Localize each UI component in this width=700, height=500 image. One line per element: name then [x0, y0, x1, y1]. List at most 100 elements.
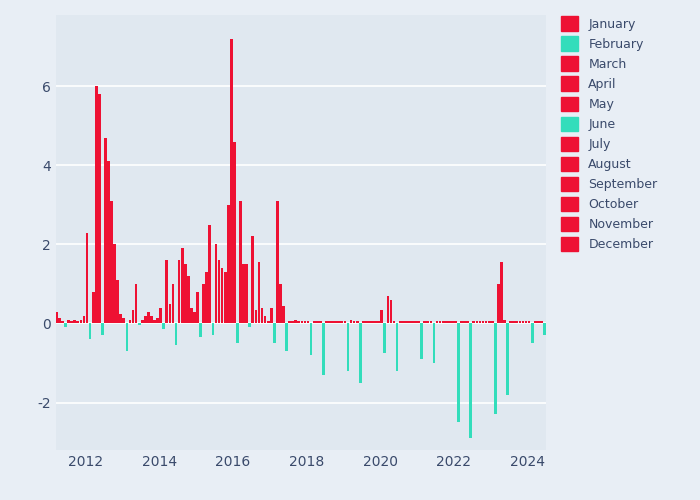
Bar — [494, 324, 497, 414]
Bar — [211, 324, 214, 336]
Bar — [267, 322, 270, 324]
Bar — [374, 322, 377, 324]
Bar — [435, 322, 438, 324]
Bar — [181, 248, 183, 324]
Bar — [98, 94, 101, 324]
Bar — [310, 324, 312, 355]
Bar — [144, 316, 147, 324]
Bar — [386, 296, 389, 324]
Bar — [371, 322, 374, 324]
Bar — [430, 322, 432, 324]
Bar — [178, 260, 181, 324]
Bar — [129, 320, 132, 324]
Bar — [335, 322, 337, 324]
Bar — [169, 304, 172, 324]
Bar — [445, 322, 447, 324]
Bar — [439, 322, 442, 324]
Bar — [463, 322, 466, 324]
Bar — [196, 292, 199, 324]
Bar — [408, 322, 411, 324]
Bar — [537, 322, 540, 324]
Bar — [218, 260, 220, 324]
Bar — [316, 322, 318, 324]
Bar — [482, 322, 484, 324]
Bar — [417, 322, 420, 324]
Bar — [337, 322, 340, 324]
Bar — [470, 324, 472, 438]
Bar — [503, 320, 506, 324]
Bar — [512, 322, 515, 324]
Bar — [52, 324, 55, 343]
Bar — [141, 320, 144, 324]
Bar — [220, 268, 223, 324]
Bar — [300, 322, 303, 324]
Bar — [353, 322, 356, 324]
Bar — [426, 322, 429, 324]
Bar — [202, 284, 205, 324]
Bar — [475, 322, 478, 324]
Bar — [113, 244, 116, 324]
Bar — [101, 324, 104, 336]
Bar — [457, 324, 460, 422]
Bar — [160, 308, 162, 324]
Bar — [313, 322, 316, 324]
Bar — [258, 262, 260, 324]
Bar — [76, 322, 79, 324]
Bar — [122, 318, 125, 324]
Bar — [298, 322, 300, 324]
Bar — [380, 310, 383, 324]
Bar — [199, 324, 202, 338]
Bar — [104, 138, 107, 324]
Bar — [500, 262, 503, 324]
Bar — [224, 272, 227, 324]
Bar — [245, 264, 248, 324]
Bar — [184, 264, 187, 324]
Bar — [279, 284, 282, 324]
Bar — [120, 314, 122, 324]
Bar — [270, 308, 272, 324]
Bar — [402, 322, 405, 324]
Bar — [187, 276, 190, 324]
Bar — [80, 320, 82, 324]
Bar — [288, 322, 291, 324]
Bar — [193, 312, 196, 324]
Bar — [390, 300, 392, 324]
Bar — [488, 322, 491, 324]
Legend: January, February, March, April, May, June, July, August, September, October, No: January, February, March, April, May, Ju… — [557, 12, 662, 255]
Bar — [365, 322, 368, 324]
Bar — [248, 324, 251, 328]
Bar — [64, 324, 67, 328]
Bar — [331, 322, 334, 324]
Bar — [190, 308, 193, 324]
Bar — [519, 322, 522, 324]
Bar — [424, 322, 426, 324]
Bar — [83, 316, 85, 324]
Bar — [58, 318, 61, 324]
Bar — [138, 324, 141, 326]
Bar — [172, 284, 174, 324]
Bar — [411, 322, 414, 324]
Bar — [165, 260, 168, 324]
Bar — [156, 318, 159, 324]
Bar — [89, 324, 92, 340]
Bar — [55, 312, 57, 324]
Bar — [448, 322, 451, 324]
Bar — [242, 264, 245, 324]
Bar — [147, 312, 150, 324]
Bar — [264, 316, 267, 324]
Bar — [85, 232, 88, 324]
Bar — [307, 322, 309, 324]
Bar — [451, 322, 454, 324]
Bar — [276, 201, 279, 324]
Bar — [510, 322, 512, 324]
Bar — [227, 205, 230, 324]
Bar — [528, 322, 531, 324]
Bar — [110, 201, 113, 324]
Bar — [359, 324, 362, 383]
Bar — [135, 284, 137, 324]
Bar — [543, 324, 546, 336]
Bar — [531, 324, 533, 343]
Bar — [393, 322, 395, 324]
Bar — [107, 162, 110, 324]
Bar — [49, 280, 52, 324]
